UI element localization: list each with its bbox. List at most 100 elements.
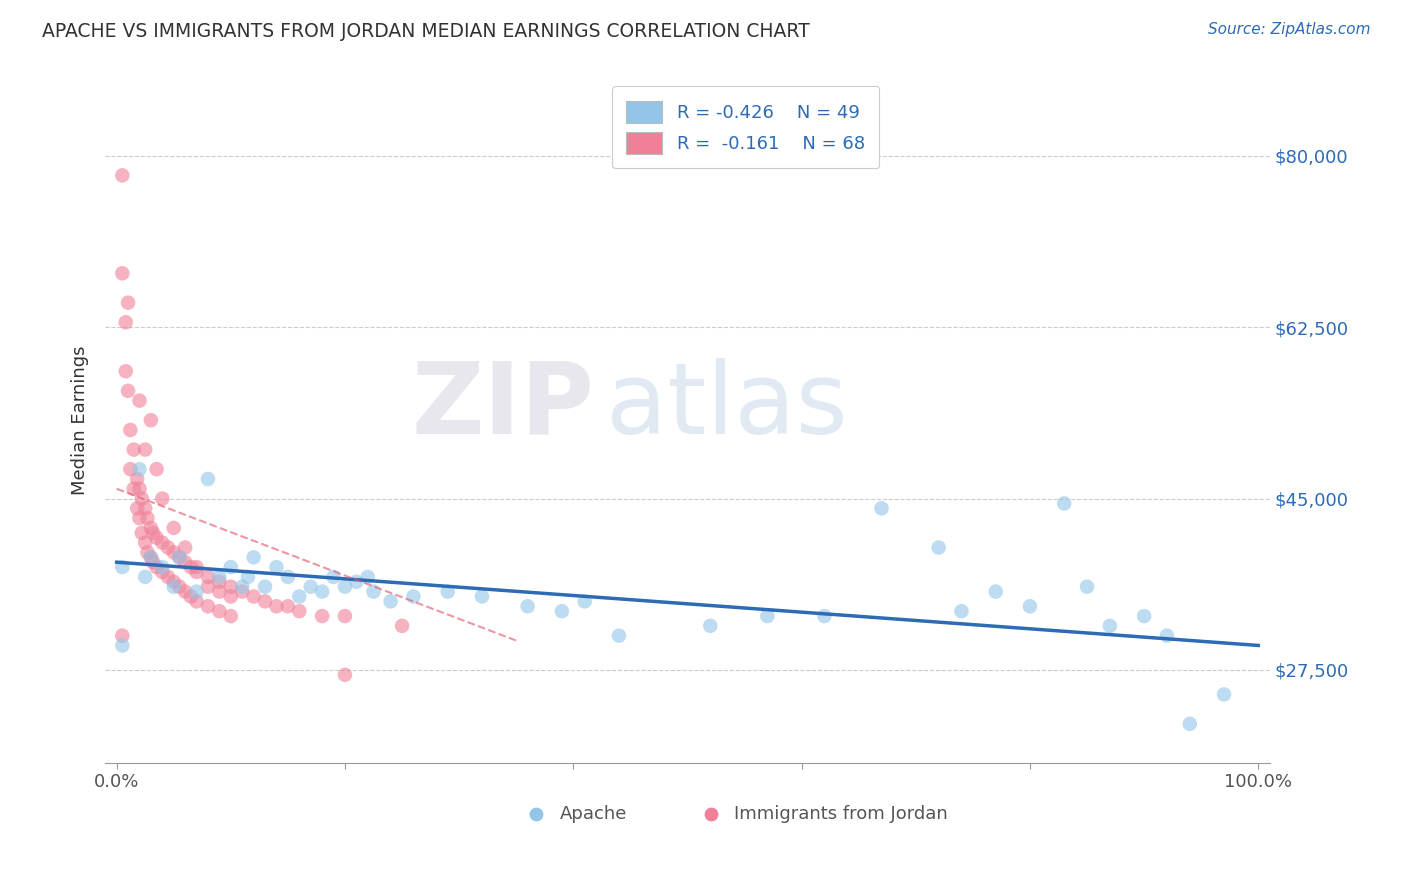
Point bbox=[288, 590, 311, 604]
Point bbox=[117, 295, 139, 310]
Point bbox=[111, 639, 134, 653]
Point bbox=[134, 535, 156, 549]
Point bbox=[111, 629, 134, 643]
Point bbox=[402, 590, 425, 604]
Point bbox=[197, 570, 219, 584]
Point bbox=[128, 393, 150, 408]
Point bbox=[114, 364, 136, 378]
Point bbox=[208, 604, 231, 618]
Point bbox=[219, 590, 242, 604]
Point bbox=[134, 570, 156, 584]
Point bbox=[277, 570, 299, 584]
Point bbox=[163, 521, 186, 535]
Point bbox=[471, 590, 494, 604]
Point bbox=[813, 609, 835, 624]
Point bbox=[128, 511, 150, 525]
Point bbox=[363, 584, 385, 599]
Point bbox=[756, 609, 779, 624]
Point bbox=[311, 609, 333, 624]
Point bbox=[231, 580, 253, 594]
Point bbox=[180, 590, 202, 604]
Point bbox=[186, 565, 208, 579]
Point bbox=[139, 521, 162, 535]
Point bbox=[288, 604, 311, 618]
Point bbox=[174, 584, 197, 599]
Point bbox=[186, 584, 208, 599]
Point bbox=[344, 574, 367, 589]
Point bbox=[139, 550, 162, 565]
Point bbox=[174, 555, 197, 569]
Point bbox=[984, 584, 1007, 599]
Point bbox=[163, 580, 186, 594]
Legend: R = -0.426    N = 49, R =  -0.161    N = 68: R = -0.426 N = 49, R = -0.161 N = 68 bbox=[612, 87, 880, 169]
Point bbox=[208, 584, 231, 599]
Point bbox=[208, 570, 231, 584]
Point bbox=[169, 550, 191, 565]
Point bbox=[870, 501, 893, 516]
Point bbox=[145, 462, 167, 476]
Point bbox=[1213, 687, 1236, 701]
Text: atlas: atlas bbox=[606, 358, 848, 455]
Point bbox=[111, 266, 134, 280]
Point bbox=[1133, 609, 1156, 624]
Point bbox=[208, 574, 231, 589]
Point bbox=[322, 570, 344, 584]
Point bbox=[156, 570, 179, 584]
Point bbox=[145, 560, 167, 574]
Point bbox=[136, 511, 159, 525]
Point bbox=[254, 594, 277, 608]
Point bbox=[128, 482, 150, 496]
Point bbox=[174, 541, 197, 555]
Point bbox=[117, 384, 139, 398]
Point bbox=[219, 609, 242, 624]
Point bbox=[219, 580, 242, 594]
Point bbox=[1053, 496, 1076, 510]
Point bbox=[127, 501, 149, 516]
Point bbox=[242, 590, 264, 604]
Point bbox=[333, 580, 356, 594]
Point bbox=[111, 560, 134, 574]
Point bbox=[142, 525, 165, 540]
Point bbox=[131, 491, 153, 506]
Point bbox=[139, 413, 162, 427]
Point bbox=[236, 570, 259, 584]
Point bbox=[699, 619, 721, 633]
Point bbox=[1178, 716, 1201, 731]
Point bbox=[120, 423, 142, 437]
Point bbox=[128, 462, 150, 476]
Point bbox=[186, 560, 208, 574]
Text: Apache: Apache bbox=[560, 805, 627, 823]
Point bbox=[134, 501, 156, 516]
Point bbox=[163, 574, 186, 589]
Point bbox=[197, 580, 219, 594]
Point bbox=[1156, 629, 1178, 643]
Point bbox=[299, 580, 322, 594]
Point bbox=[333, 609, 356, 624]
Point bbox=[607, 629, 630, 643]
Point bbox=[950, 604, 973, 618]
Point bbox=[169, 550, 191, 565]
Text: Source: ZipAtlas.com: Source: ZipAtlas.com bbox=[1208, 22, 1371, 37]
Point bbox=[122, 442, 145, 457]
Point bbox=[357, 570, 380, 584]
Point bbox=[574, 594, 596, 608]
Point bbox=[163, 545, 186, 559]
Point bbox=[136, 545, 159, 559]
Point bbox=[380, 594, 402, 608]
Point bbox=[516, 599, 538, 614]
Point bbox=[266, 560, 288, 574]
Y-axis label: Median Earnings: Median Earnings bbox=[72, 345, 89, 495]
Point bbox=[1076, 580, 1098, 594]
Point bbox=[391, 619, 413, 633]
Point bbox=[127, 472, 149, 486]
Point bbox=[114, 315, 136, 329]
Text: ZIP: ZIP bbox=[412, 358, 595, 455]
Point bbox=[254, 580, 277, 594]
Point bbox=[122, 482, 145, 496]
Point bbox=[197, 599, 219, 614]
Point bbox=[197, 472, 219, 486]
Point bbox=[266, 599, 288, 614]
Point bbox=[150, 535, 173, 549]
Point bbox=[551, 604, 574, 618]
Point bbox=[169, 580, 191, 594]
